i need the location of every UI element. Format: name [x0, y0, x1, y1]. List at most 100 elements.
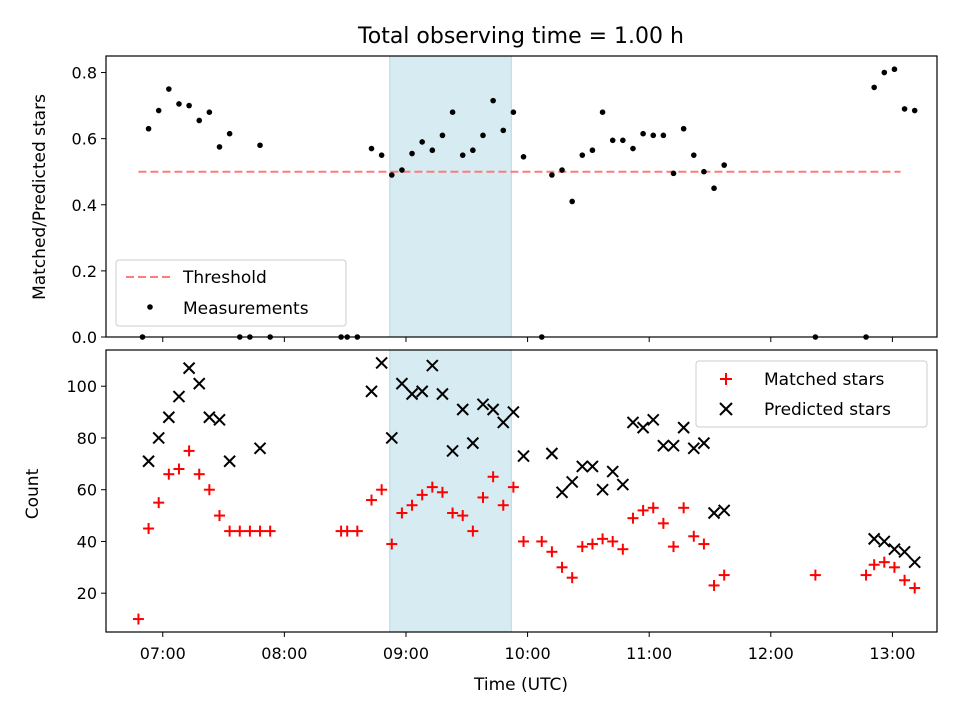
matched-stars-point-1	[143, 523, 155, 535]
measurements-point-28	[480, 132, 486, 139]
matched-stars-point-4	[173, 463, 185, 475]
measurements-point-55	[881, 69, 888, 76]
predicted-stars-point-30	[586, 460, 599, 473]
matched-stars-point-51	[718, 569, 730, 581]
predicted-stars-point-39	[677, 421, 690, 434]
predicted-stars-point-43	[717, 504, 731, 517]
bottom-highlight-span	[389, 349, 512, 633]
measurements-point-43	[640, 130, 646, 137]
predicted-stars-point-26	[545, 447, 559, 460]
measurements-point-17	[368, 145, 375, 152]
predicted-stars-point-13	[395, 377, 409, 390]
matched-stars-point-11	[244, 525, 256, 537]
predicted-stars-point-35	[636, 421, 650, 434]
matched-stars-point-3	[163, 468, 175, 480]
predicted-stars-point-7	[213, 413, 226, 427]
predicted-stars-point-16	[426, 359, 439, 372]
measurements-point-4	[176, 101, 182, 107]
predicted-stars-point-28	[565, 475, 579, 489]
predicted-stars-point-4	[182, 361, 196, 375]
predicted-stars-point-42	[707, 506, 721, 520]
matched-stars-point-31	[507, 481, 519, 493]
measurements-point-49	[701, 168, 707, 175]
bottom-xtick-label: 08:00	[261, 644, 307, 663]
top-ylabel: Matched/Predicted stars	[30, 94, 50, 300]
measurements-point-24	[439, 132, 446, 139]
predicted-stars-point-17	[436, 387, 449, 401]
predicted-stars-point-20	[466, 436, 480, 450]
measurements-point-22	[419, 139, 425, 145]
matched-stars-point-45	[657, 517, 669, 529]
bottom-xtick-label: 07:00	[140, 644, 186, 663]
predicted-stars-point-25	[517, 449, 530, 463]
matched-stars-point-40	[607, 535, 619, 547]
matched-stars-point-46	[668, 541, 680, 553]
measurements-point-20	[399, 167, 405, 173]
measurements-point-35	[559, 167, 565, 173]
measurements-point-30	[500, 127, 507, 134]
predicted-stars-point-11	[375, 356, 388, 370]
matched-stars-point-6	[193, 468, 205, 480]
matched-stars-point-56	[888, 561, 900, 573]
matched-stars-point-5	[183, 445, 195, 457]
matched-stars-point-53	[860, 569, 872, 581]
measurements-point-29	[490, 97, 496, 104]
top-highlight-span	[389, 55, 512, 338]
predicted-stars-point-27	[555, 486, 569, 499]
bottom-ytick-label: 40	[77, 532, 97, 551]
matched-stars-point-49	[698, 538, 710, 550]
predicted-stars-point-41	[697, 436, 711, 450]
matched-stars-point-43	[637, 504, 649, 516]
predicted-stars-point-0	[142, 455, 155, 468]
legend-measurements-swatch	[147, 304, 153, 310]
predicted-stars-point-8	[223, 455, 236, 468]
matched-stars-point-22	[416, 489, 428, 501]
predicted-stars-point-3	[172, 390, 186, 403]
measurements-point-27	[470, 147, 476, 154]
matched-stars-point-8	[214, 510, 226, 522]
bottom-xtick-label: 09:00	[383, 644, 429, 663]
measurements-point-57	[901, 106, 908, 112]
measurements-point-36	[569, 198, 575, 205]
matched-stars-point-0	[132, 613, 144, 625]
measurements-point-37	[579, 152, 586, 158]
predicted-stars-point-47	[898, 545, 911, 559]
predicted-stars-point-38	[667, 439, 680, 452]
top-legend-box	[115, 259, 347, 327]
matched-stars-point-41	[617, 543, 629, 555]
predicted-stars-point-2	[162, 411, 176, 424]
predicted-stars-point-46	[888, 543, 901, 556]
matched-stars-point-47	[678, 502, 690, 514]
measurements-point-41	[620, 137, 626, 144]
matched-stars-point-9	[224, 525, 236, 537]
measurements-point-38	[589, 147, 596, 154]
matched-stars-point-58	[909, 582, 921, 594]
measurements-point-47	[680, 125, 687, 132]
matched-stars-point-38	[586, 538, 598, 550]
legend-measurements-label: Measurements	[183, 299, 309, 319]
legend-matched-label: Matched stars	[764, 370, 884, 390]
matched-stars-point-15	[341, 525, 353, 537]
matched-stars-point-21	[406, 499, 418, 511]
predicted-stars-point-15	[415, 385, 429, 398]
measurements-point-56	[891, 66, 898, 73]
matched-stars-point-55	[878, 556, 890, 568]
predicted-stars-point-1	[152, 431, 165, 445]
bottom-xtick-label: 11:00	[626, 644, 672, 663]
bottom-legend: Matched stars Predicted stars	[695, 360, 928, 428]
measurements-point-58	[911, 107, 918, 114]
measurements-point-39	[599, 109, 606, 115]
bottom-ytick-label: 60	[77, 481, 97, 500]
matched-stars-point-25	[447, 507, 459, 519]
predicted-stars-point-21	[476, 398, 490, 411]
predicted-stars-point-19	[456, 403, 469, 416]
top-ytick-label: 0.8	[72, 64, 97, 83]
matched-stars-point-17	[366, 494, 378, 506]
matched-stars-point-12	[254, 525, 266, 537]
matched-stars-point-20	[396, 507, 408, 519]
matched-stars-point-34	[546, 546, 558, 558]
matched-stars-point-26	[457, 510, 469, 522]
bottom-ytick-label: 100	[66, 377, 97, 396]
bottom-xtick-label: 13:00	[869, 644, 915, 663]
